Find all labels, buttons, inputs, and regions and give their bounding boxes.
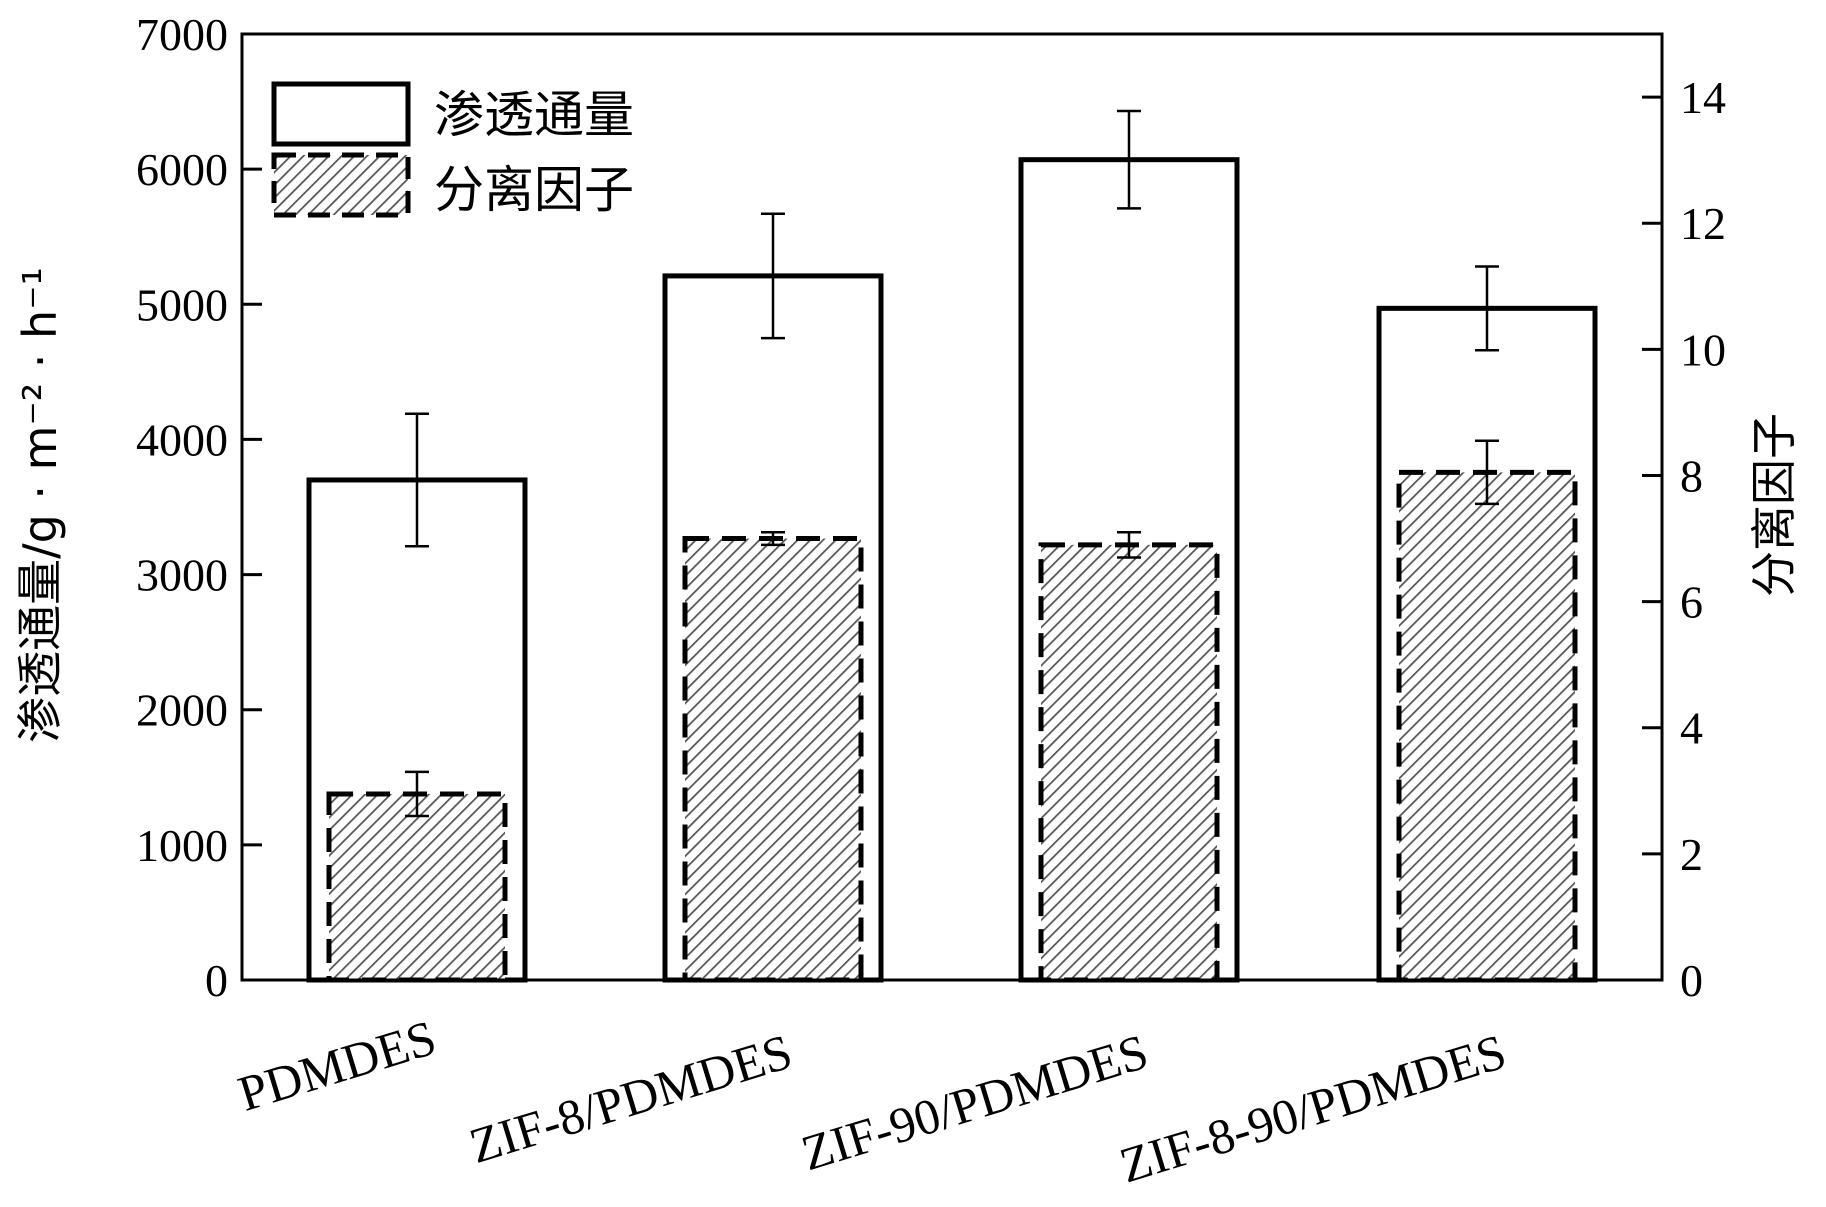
left-tick-label: 6000 <box>136 144 228 195</box>
flux-error-bar <box>405 412 429 548</box>
category-labels: PDMDES ZIF-8/PDMDESZIF-90/PDMDESZIF-8-90/… <box>232 1009 1512 1194</box>
left-axis-title: 渗透通量/g · m⁻² · h⁻¹ <box>13 267 67 743</box>
category-label: PDMDES <box>232 1009 442 1122</box>
right-tick-label: 4 <box>1680 703 1703 754</box>
category-label: ZIF-90/PDMDES <box>795 1023 1154 1181</box>
legend-swatch-flux <box>271 81 411 147</box>
right-axis-ticks: 0 2 4 6 8 10 12 14 <box>1642 72 1726 1006</box>
flux-error-bar <box>1117 109 1141 210</box>
separation-factor-bar <box>326 791 508 983</box>
left-tick-label: 1000 <box>136 820 228 871</box>
plot-frame <box>240 32 1664 982</box>
left-tick-label: 2000 <box>136 685 228 736</box>
right-tick-label: 10 <box>1680 324 1726 375</box>
category-label: ZIF-8-90/PDMDES <box>1113 1023 1512 1194</box>
flux-error-bar <box>761 212 785 340</box>
separation-factor-error-bar <box>761 530 785 547</box>
right-axis-title: 分离因子 <box>1747 413 1801 597</box>
flux-error-bar <box>1475 265 1499 352</box>
error-bars <box>405 109 1499 818</box>
right-tick-label: 6 <box>1680 577 1703 628</box>
legend: 渗透通量 分离因子 <box>271 81 634 219</box>
separation-factor-error-bar <box>1475 439 1499 506</box>
left-axis-ticks: 0 1000 2000 3000 4000 5000 6000 7000 <box>136 9 262 1006</box>
left-tick-label: 4000 <box>136 414 228 465</box>
right-tick-label: 14 <box>1680 72 1726 123</box>
right-tick-label: 2 <box>1680 829 1703 880</box>
right-tick-label: 12 <box>1680 198 1726 249</box>
legend-swatch-separation-factor <box>271 152 411 218</box>
left-tick-label: 5000 <box>136 279 228 330</box>
left-tick-label: 0 <box>205 955 228 1006</box>
right-tick-label: 8 <box>1680 450 1703 501</box>
separation-factor-error-bar <box>1117 530 1141 559</box>
left-tick-label: 3000 <box>136 550 228 601</box>
legend-label-separation-factor: 分离因子 <box>434 161 634 219</box>
separation-factor-error-bar <box>405 770 429 818</box>
separation-factor-bar <box>1396 469 1578 983</box>
legend-label-flux: 渗透通量 <box>434 86 634 144</box>
separation-factor-bar <box>1038 542 1220 983</box>
right-tick-label: 0 <box>1680 955 1703 1006</box>
left-tick-label: 7000 <box>136 9 228 60</box>
separation-factor-bars <box>326 469 1578 983</box>
separation-factor-bar <box>682 536 864 983</box>
category-label: ZIF-8/PDMDES <box>463 1023 798 1174</box>
